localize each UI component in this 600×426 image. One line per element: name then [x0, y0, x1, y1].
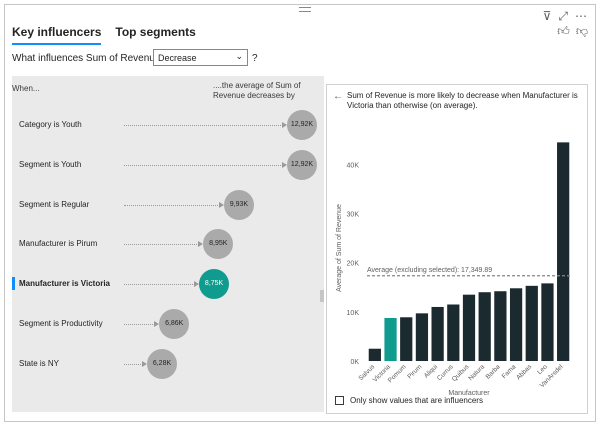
tab-top-segments[interactable]: Top segments — [115, 25, 196, 39]
thumbs-down-icon[interactable]: 👎︎ — [575, 24, 588, 38]
bar — [541, 283, 554, 361]
checkbox[interactable] — [335, 396, 344, 405]
y-tick-label: 0K — [350, 359, 359, 366]
bar — [447, 304, 460, 361]
influencer-label: State is NY — [19, 359, 60, 368]
influencer-label: Segment is Productivity — [19, 319, 103, 328]
influence-bubble[interactable]: 8,95K — [203, 229, 234, 259]
influencer-row[interactable]: Category is Youth 12,92K — [12, 110, 324, 140]
thumbs-up-icon[interactable]: 👍︎ — [557, 24, 570, 38]
influence-bubble[interactable]: 8,75K — [199, 269, 230, 299]
influence-bubble[interactable]: 12,92K — [287, 110, 317, 140]
influence-line — [124, 324, 156, 325]
arrowhead-icon — [198, 241, 204, 247]
arrowhead-icon — [282, 162, 287, 168]
tab-key-influencers[interactable]: Key influencers — [12, 25, 102, 45]
bar — [415, 313, 429, 361]
influencer-row[interactable]: State is NY 6,28K — [12, 349, 324, 379]
arrowhead-icon — [154, 321, 160, 327]
selection-indicator — [12, 277, 15, 290]
influencer-label: Category is Youth — [19, 120, 82, 129]
tab-bar: Key influencers Top segments — [12, 25, 196, 45]
arrowhead-icon — [142, 361, 147, 367]
checkbox-label: Only show values that are influencers — [350, 396, 483, 405]
column-header-when: When... — [12, 84, 40, 93]
influence-line — [124, 165, 283, 166]
bar — [557, 142, 570, 361]
influence-line — [124, 125, 283, 126]
x-tick-label: Barba — [485, 363, 502, 380]
y-tick-label: 20K — [347, 261, 360, 268]
bar — [431, 306, 444, 361]
influence-bubble[interactable]: 12,92K — [287, 150, 317, 180]
drag-grip-icon[interactable] — [299, 7, 311, 12]
help-icon[interactable]: ? — [252, 53, 258, 64]
influencer-row[interactable]: Segment is Youth 12,92K — [12, 150, 324, 180]
influencer-row[interactable]: Manufacturer is Victoria 8,75K — [12, 269, 324, 299]
influence-line — [124, 244, 200, 245]
dropdown-value: Decrease — [158, 53, 197, 63]
influence-bubble[interactable]: 6,86K — [159, 309, 190, 339]
bar — [478, 292, 491, 361]
influencers-only-toggle[interactable]: Only show values that are influencers — [335, 396, 483, 405]
bar — [525, 285, 538, 361]
average-line-label: Average (excluding selected): 17,349.89 — [367, 267, 492, 274]
question-label: What influences Sum of Revenue to — [12, 53, 172, 64]
y-tick-label: 40K — [347, 162, 360, 169]
x-tick-label: Abbas — [515, 363, 534, 382]
bar — [400, 317, 413, 361]
influence-line — [124, 364, 143, 365]
influencers-panel: When... ....the average of Sum of Revenu… — [12, 76, 324, 412]
x-axis-label: Manufacturer — [448, 390, 490, 397]
influencer-label: Manufacturer is Victoria — [19, 279, 110, 288]
y-axis-label: Average of Sum of Revenue — [336, 204, 343, 292]
bar — [384, 318, 397, 361]
bar — [494, 291, 507, 361]
y-tick-label: 30K — [347, 212, 360, 219]
bar — [462, 294, 476, 361]
influencer-row[interactable]: Segment is Regular 9,93K — [12, 190, 324, 220]
direction-dropdown[interactable]: Decrease ⌄ — [153, 49, 248, 66]
influence-bubble[interactable]: 9,93K — [223, 190, 254, 220]
detail-panel: ← Sum of Revenue is more likely to decre… — [326, 84, 588, 414]
bar — [368, 348, 381, 361]
x-tick-label: Natura — [467, 363, 486, 382]
chevron-down-icon: ⌄ — [235, 51, 243, 61]
x-tick-label: Pirum — [406, 363, 423, 380]
x-tick-label: Leo — [536, 363, 549, 376]
x-tick-label: Quibus — [451, 363, 471, 383]
filter-icon[interactable]: ⊽ — [542, 9, 552, 23]
arrowhead-icon — [218, 202, 224, 208]
influence-line — [124, 284, 196, 285]
bar — [509, 288, 523, 361]
influencer-label: Manufacturer is Pirum — [19, 239, 98, 248]
scrollbar[interactable] — [320, 290, 324, 302]
influence-bubble[interactable]: 6,28K — [147, 349, 177, 379]
y-tick-label: 10K — [347, 310, 360, 317]
detail-description: Sum of Revenue is more likely to decreas… — [347, 91, 578, 110]
focus-mode-icon[interactable]: ⤢ — [558, 9, 568, 23]
influencer-row[interactable]: Segment is Productivity 6,86K — [12, 309, 324, 339]
back-arrow-icon[interactable]: ← — [333, 91, 343, 102]
influence-line — [124, 205, 220, 206]
influencer-row[interactable]: Manufacturer is Pirum 8,95K — [12, 229, 324, 259]
arrowhead-icon — [194, 281, 200, 287]
more-options-icon[interactable]: ⋯ — [575, 9, 587, 23]
influencer-label: Segment is Youth — [19, 160, 82, 169]
influencer-label: Segment is Regular — [19, 200, 90, 209]
column-header-average: ....the average of Sum of Revenue decrea… — [213, 81, 301, 100]
arrowhead-icon — [282, 122, 287, 128]
